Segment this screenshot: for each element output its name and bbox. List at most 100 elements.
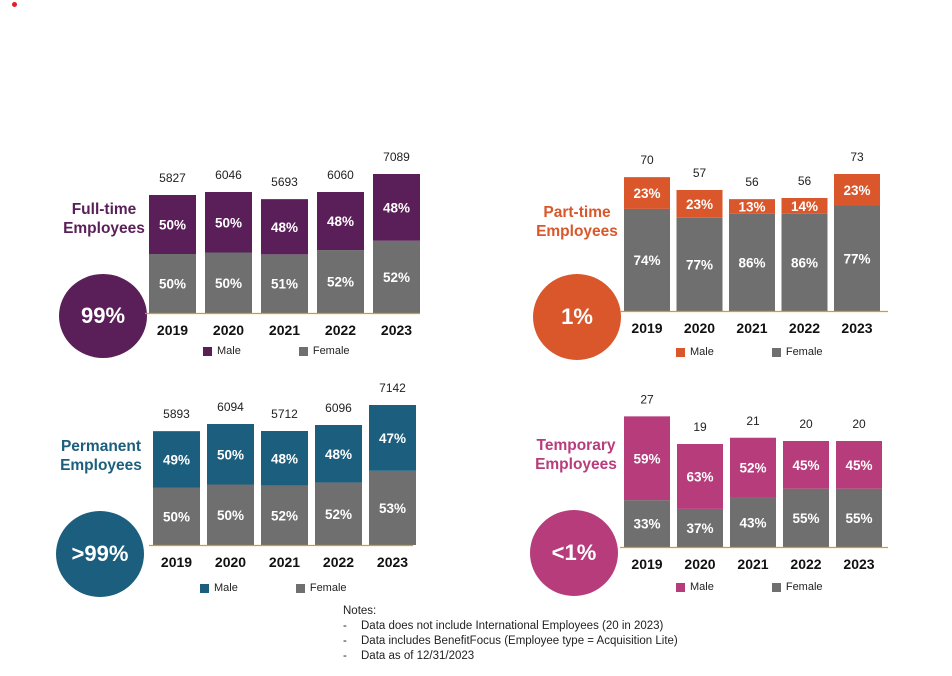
parttime-panel: Part-time Employees 1% 74% 23% 70 2019 77% 23… (533, 150, 888, 360)
data-label-male: 49% (163, 452, 190, 467)
tick-label: 2021 (269, 322, 300, 338)
data-label-female: 43% (739, 515, 766, 530)
temporary-category-label: Temporary Employees (524, 436, 628, 474)
category-line-1: Temporary (536, 437, 616, 454)
note-item: - Data as of 12/31/2023 (343, 649, 678, 664)
data-label-female: 50% (215, 276, 242, 291)
legend-male-label: Male (690, 581, 714, 593)
note-text: Data does not include International Empl… (361, 620, 664, 632)
legend-male-label: Male (690, 346, 714, 358)
total-label: 56 (745, 175, 759, 189)
data-label-male: 48% (271, 220, 298, 235)
data-label-female: 52% (327, 275, 354, 290)
tick-label: 2020 (684, 320, 715, 336)
legend-female-label: Female (785, 581, 823, 593)
bar-male (783, 441, 829, 489)
data-label-male: 63% (686, 469, 713, 484)
total-label: 56 (798, 174, 812, 188)
tick-label: 2019 (631, 556, 662, 572)
note-text: Data includes BenefitFocus (Employee typ… (361, 635, 678, 647)
permanent-share-circle: >99% (56, 511, 144, 597)
data-label-female: 86% (738, 255, 765, 270)
total-label: 5827 (159, 171, 186, 185)
bar-female (315, 482, 362, 545)
data-label-male: 50% (159, 218, 186, 233)
data-label-male: 52% (739, 461, 766, 476)
red-dot-marker (12, 2, 17, 7)
fulltime-legend: Male Female (203, 345, 408, 357)
bar-male (261, 199, 308, 255)
total-label: 5693 (271, 175, 298, 189)
data-label-male: 48% (327, 214, 354, 229)
bar-female (624, 208, 670, 311)
temporary-share-circle: <1% (530, 510, 618, 596)
tick-label: 2022 (325, 322, 356, 338)
data-label-female: 77% (843, 251, 870, 266)
temporary-legend: Male Female (676, 581, 881, 593)
tick-label: 2021 (269, 554, 300, 570)
bar-male (369, 405, 416, 471)
total-label: 5712 (271, 407, 298, 421)
bar-female (317, 250, 364, 313)
bar-female (677, 508, 723, 547)
tick-label: 2023 (381, 322, 412, 338)
tick-label: 2022 (790, 556, 821, 572)
share-value: 99% (80, 303, 126, 328)
total-label: 21 (746, 414, 760, 428)
permanent-category-label: Permanent Employees (49, 437, 153, 475)
legend-female: Female (771, 346, 823, 358)
tick-label: 2019 (161, 554, 192, 570)
bar-male (730, 437, 776, 498)
total-label: 57 (693, 166, 707, 180)
data-label-male: 48% (325, 447, 352, 462)
bar-male (315, 425, 362, 483)
data-label-female: 77% (686, 257, 713, 272)
notes-title: Notes: (343, 605, 377, 617)
legend-female-swatch (771, 582, 781, 592)
bar-male (153, 431, 200, 488)
legend-male-label: Male (217, 345, 241, 357)
fulltime-share-circle: 99% (59, 274, 147, 358)
bar-female (783, 488, 829, 547)
total-label: 6096 (325, 401, 352, 415)
data-label-male: 50% (215, 215, 242, 230)
tick-label: 2019 (631, 320, 662, 336)
total-label: 20 (799, 417, 813, 431)
bar-male (676, 190, 723, 218)
data-label-female: 33% (633, 517, 660, 532)
legend-male-swatch (203, 346, 212, 356)
bar-female (153, 487, 200, 545)
data-label-male: 23% (633, 186, 660, 201)
legend-male-swatch (676, 582, 685, 592)
category-line-1: Permanent (60, 438, 142, 455)
data-label-female: 74% (633, 253, 660, 268)
note-bullet: - (343, 635, 347, 647)
legend-female: Female (771, 581, 823, 593)
tick-label: 2020 (213, 322, 244, 338)
bar-female (676, 217, 723, 311)
data-label-male: 14% (791, 199, 818, 214)
bar-male (729, 199, 775, 214)
data-label-female: 55% (792, 511, 819, 526)
bar-male (149, 195, 196, 254)
bar-female (261, 485, 308, 545)
total-label: 6094 (217, 400, 244, 414)
bar-female (207, 484, 254, 545)
total-label: 7089 (383, 150, 410, 164)
legend-male: Male (676, 346, 714, 358)
bar-female (834, 205, 880, 311)
note-text: Data as of 12/31/2023 (361, 650, 475, 662)
tick-label: 2019 (157, 322, 188, 338)
share-value: >99% (71, 541, 129, 566)
fulltime-category-label: Full-time Employees (52, 200, 156, 238)
tick-label: 2023 (841, 320, 872, 336)
data-label-male: 48% (271, 451, 298, 466)
legend-female-swatch (298, 346, 308, 356)
data-label-male: 59% (633, 451, 660, 466)
permanent-panel: Permanent Employees >99% 50% 49% 5893 2019 5… (49, 381, 416, 597)
note-bullet: - (343, 620, 347, 632)
data-label-female: 52% (383, 270, 410, 285)
data-label-male: 23% (843, 183, 870, 198)
